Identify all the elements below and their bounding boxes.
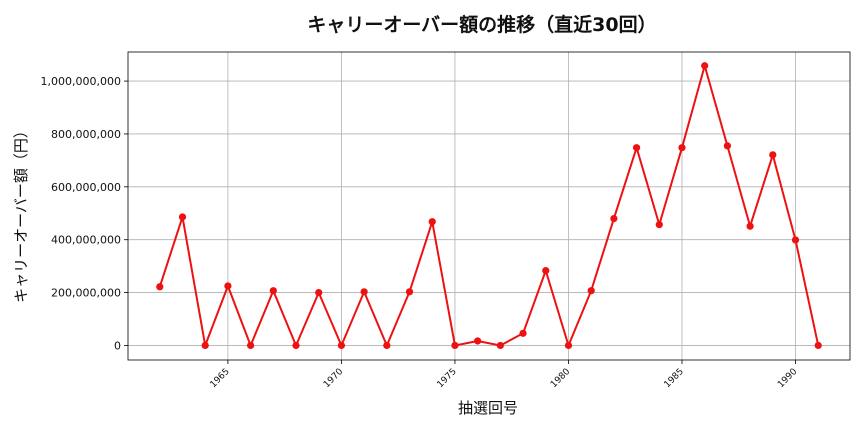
data-point [701, 62, 709, 70]
data-point [178, 213, 187, 221]
data-point [201, 341, 209, 350]
data-point [519, 329, 527, 337]
plot-area-frame [127, 51, 851, 361]
data-point [746, 222, 754, 230]
data-point [474, 337, 482, 345]
data-point [587, 287, 595, 295]
data-point [224, 282, 232, 290]
data-point [269, 287, 277, 295]
data-point [791, 236, 800, 244]
data-point [315, 288, 323, 297]
data-point [337, 341, 346, 350]
data-point [496, 341, 504, 350]
data-point [428, 218, 436, 226]
y-tick-label: 200,000,000 [51, 287, 121, 300]
data-point [769, 151, 777, 159]
data-point [156, 283, 164, 291]
y-axis-label: キャリーオーバー額（円） [12, 123, 30, 303]
chart-title: キャリーオーバー額の推移（直近30回） [307, 13, 656, 36]
data-point [610, 214, 618, 223]
data-point [814, 341, 822, 350]
y-tick-label: 600,000,000 [51, 181, 121, 194]
data-point [405, 288, 414, 296]
data-point [383, 341, 391, 350]
data-point [451, 341, 459, 350]
y-tick-label: 0 [114, 339, 121, 352]
y-tick-label: 800,000,000 [51, 128, 121, 141]
data-point [678, 144, 686, 152]
x-axis-label: 抽選回号 [458, 399, 518, 417]
data-point [655, 221, 663, 229]
data-series [156, 62, 822, 350]
series-line [158, 64, 820, 347]
data-point [360, 288, 368, 296]
y-tick-label: 1,000,000,000 [41, 75, 121, 88]
y-tick-label: 400,000,000 [51, 234, 121, 247]
data-point [292, 341, 300, 350]
data-point [247, 341, 255, 350]
data-point [632, 144, 641, 152]
data-point [723, 142, 731, 150]
data-point [542, 267, 550, 275]
data-point [564, 341, 573, 350]
